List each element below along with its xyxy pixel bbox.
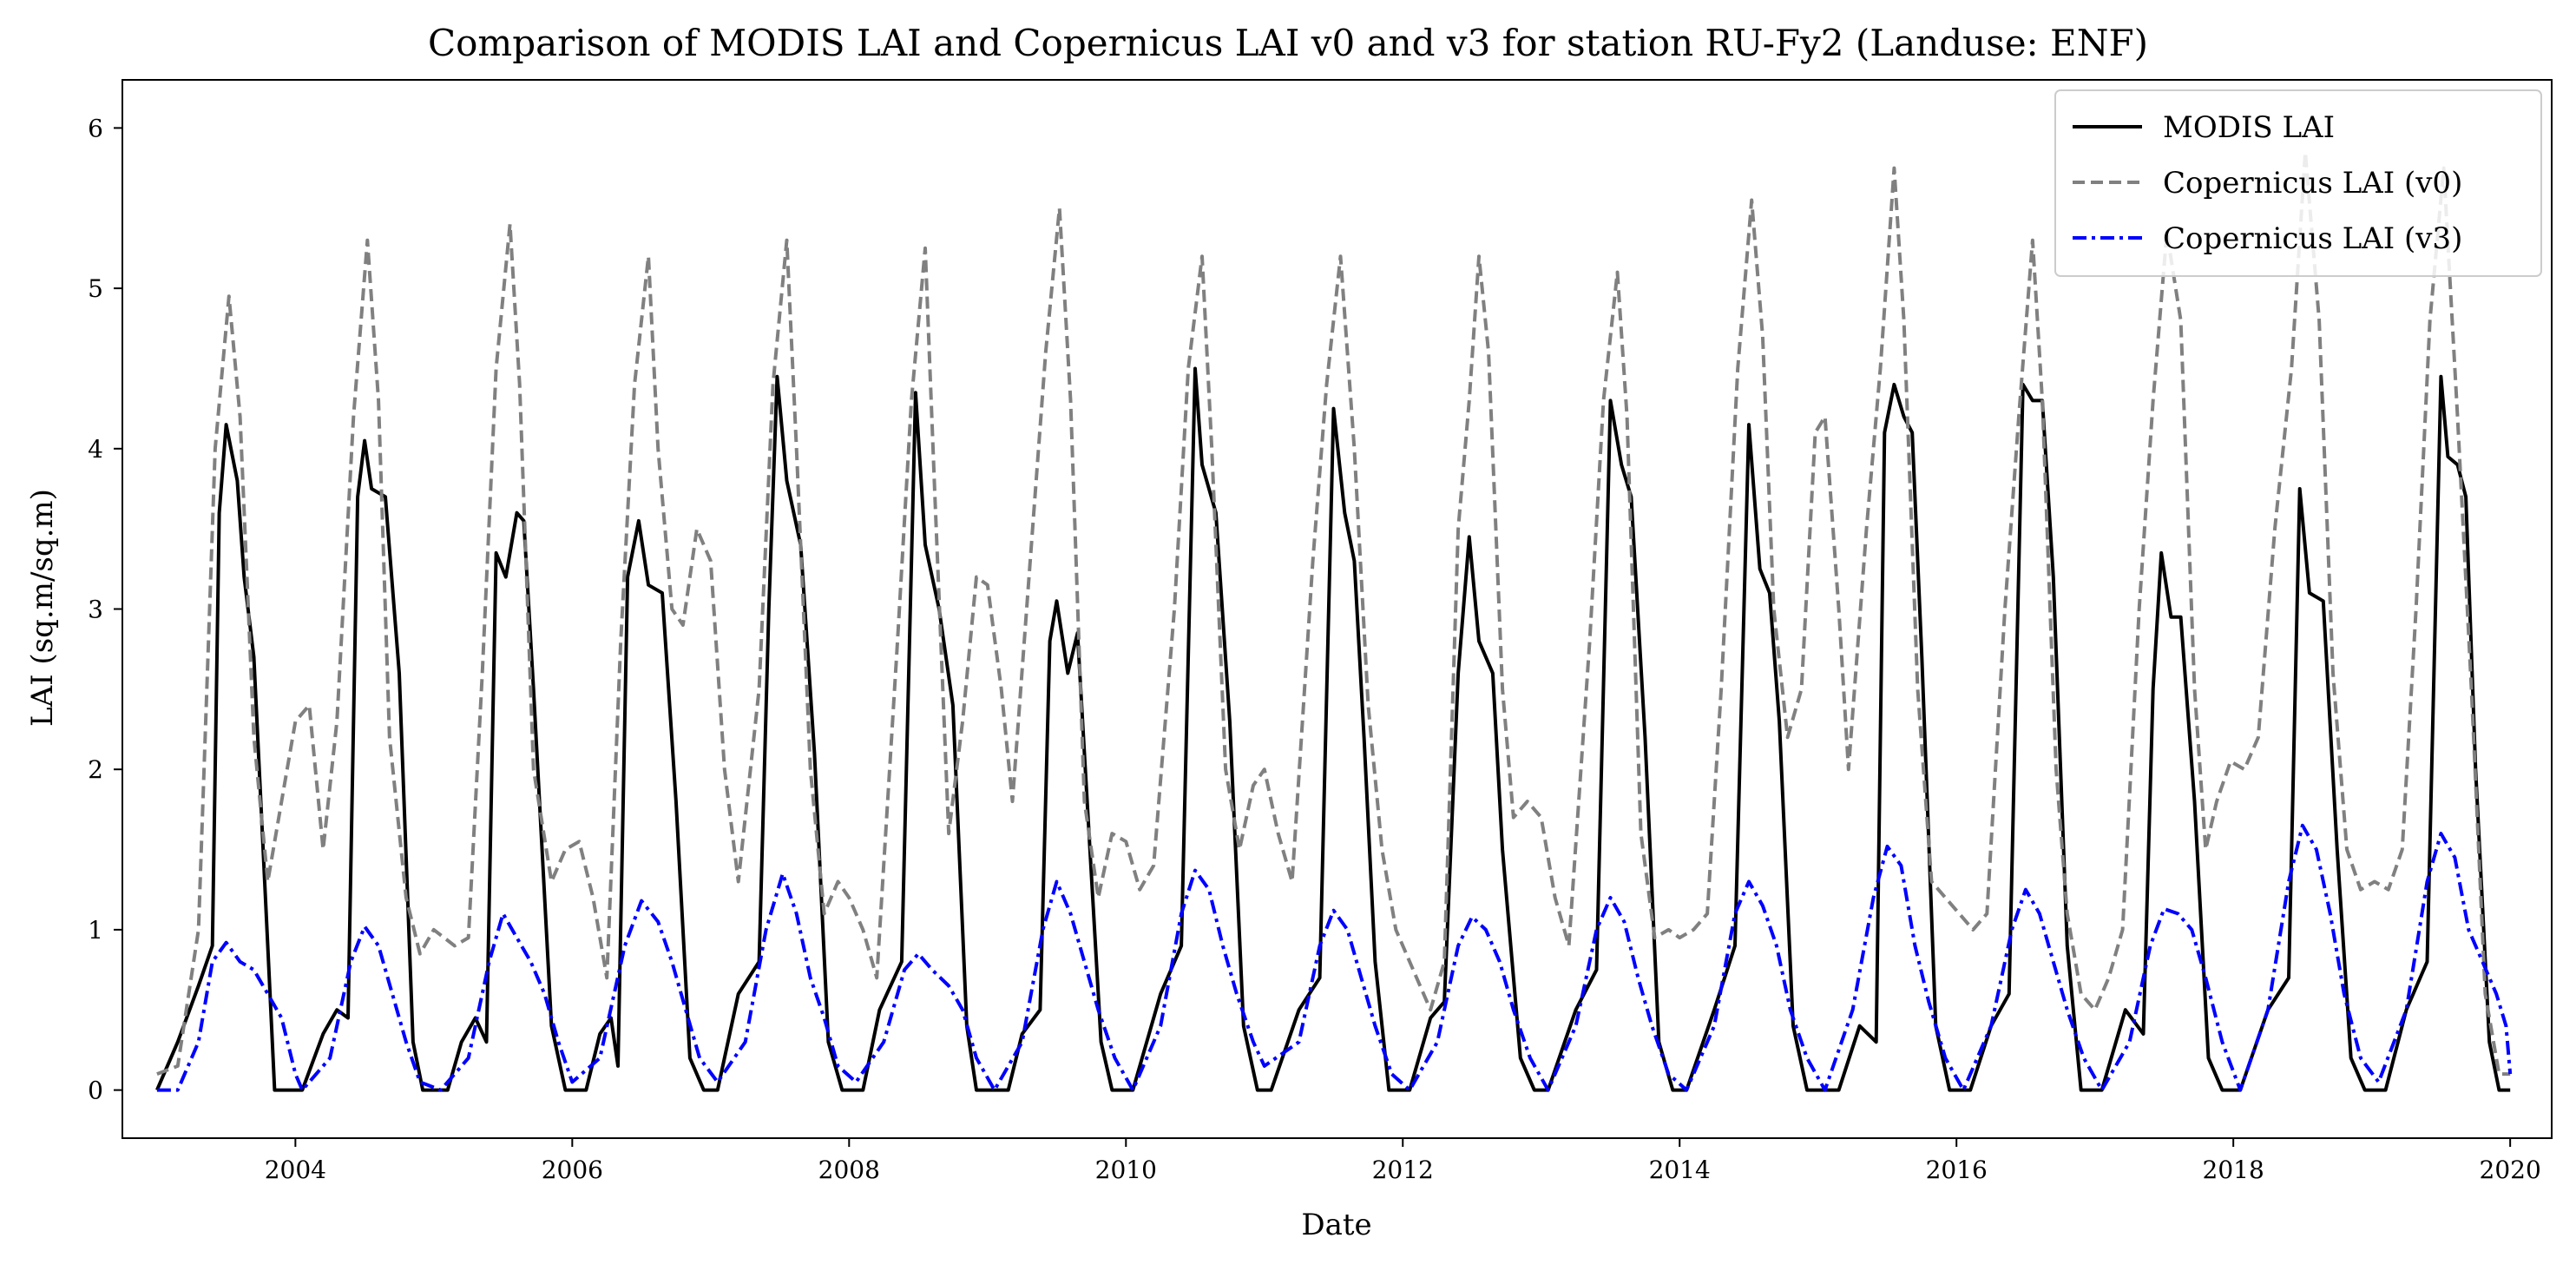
y-tick-label: 0 xyxy=(88,1077,103,1105)
series-line-1 xyxy=(156,150,2511,1077)
y-tick-label: 5 xyxy=(88,274,103,303)
legend: MODIS LAI Copernicus LAI (v0) Copernicus L… xyxy=(2054,89,2542,277)
y-tick-label: 4 xyxy=(88,435,103,464)
legend-label: Copernicus LAI (v3) xyxy=(2163,221,2462,256)
series-line-2 xyxy=(156,823,2513,1092)
x-tick-label: 2014 xyxy=(1649,1156,1711,1184)
x-tick-label: 2004 xyxy=(265,1156,326,1184)
x-axis-label: Date xyxy=(1301,1208,1371,1242)
y-tick-label: 2 xyxy=(88,755,103,784)
x-tick-label: 2016 xyxy=(1926,1156,1988,1184)
x-tick-label: 2010 xyxy=(1095,1156,1157,1184)
y-tick-label: 3 xyxy=(88,596,103,624)
x-tick-label: 2020 xyxy=(2480,1156,2541,1184)
chart-title: Comparison of MODIS LAI and Copernicus L… xyxy=(428,22,2148,64)
legend-label: Copernicus LAI (v0) xyxy=(2163,166,2462,201)
x-tick-label: 2008 xyxy=(818,1156,880,1184)
x-tick-label: 2018 xyxy=(2203,1156,2264,1184)
y-axis-label: LAI (sq.m/sq.m) xyxy=(25,489,60,727)
series-line-0 xyxy=(155,366,2511,1092)
plot-area xyxy=(155,150,2513,1092)
y-axis: 0 1 2 3 4 5 6 xyxy=(88,114,122,1105)
x-tick-label: 2012 xyxy=(1372,1156,1434,1184)
legend-label: MODIS LAI xyxy=(2163,110,2335,145)
y-tick-label: 6 xyxy=(88,114,103,142)
legend-box xyxy=(2054,89,2542,277)
x-axis: 2004 2006 2008 2010 2012 2014 2016 2018 2020 xyxy=(265,1138,2541,1184)
y-tick-label: 1 xyxy=(88,916,103,945)
x-tick-label: 2006 xyxy=(542,1156,603,1184)
